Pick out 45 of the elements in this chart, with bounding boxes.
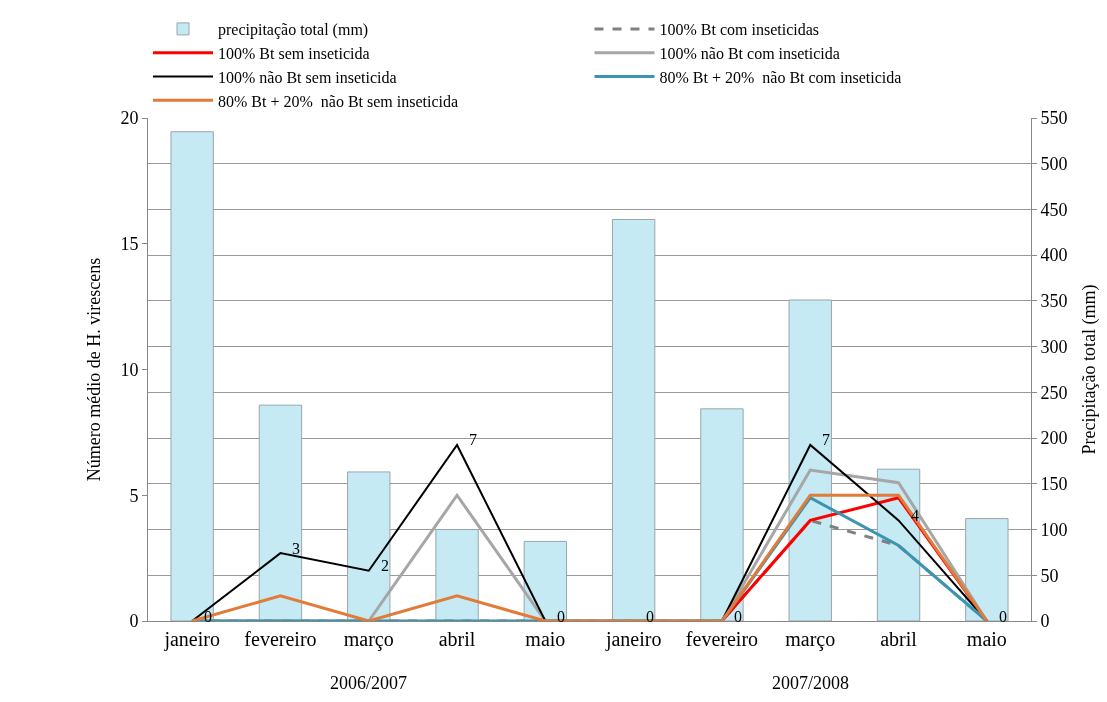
y2-tick-label: 550: [1040, 108, 1068, 129]
x-tick-label: janeiro: [604, 628, 662, 651]
y2-tick-label: 500: [1040, 154, 1068, 175]
legend-label: precipitação total (mm): [218, 21, 369, 40]
y2-tick-label: 250: [1040, 382, 1068, 403]
y2-tick-label: 300: [1040, 336, 1068, 357]
y2-tick-label: 100: [1040, 519, 1068, 540]
data-label: 4: [911, 507, 919, 524]
legend-label: 80% Bt + 20% não Bt com inseticida: [659, 68, 902, 86]
y-axis-title: Número médio de H. virescens: [83, 257, 104, 482]
y2-tick-label: 200: [1040, 428, 1068, 449]
data-label: 7: [469, 431, 477, 448]
y2-axis-title: Precipitação total (mm): [1078, 284, 1100, 455]
legend-label: 80% Bt + 20% não Bt sem inseticida: [218, 92, 459, 110]
x-tick-label: março: [785, 628, 836, 651]
legend-label: 100% não Bt sem inseticida: [218, 68, 397, 86]
x-tick-label: maio: [966, 628, 1007, 650]
data-label: 3: [292, 540, 300, 557]
y-tick-label: 20: [120, 108, 139, 129]
y-tick-label: 0: [129, 611, 139, 632]
y2-tick-label: 350: [1040, 291, 1068, 312]
legend-label: 100% Bt sem inseticida: [218, 44, 370, 62]
legend-label: 100% Bt com inseticidas: [659, 21, 820, 39]
y-tick-label: 15: [120, 234, 139, 255]
y-tick-label: 5: [129, 485, 139, 506]
x-tick-label: maio: [525, 628, 566, 650]
text: 2007/2008: [772, 673, 850, 693]
y2-tick-label: 450: [1040, 199, 1068, 220]
x-tick-label: abril: [438, 628, 476, 650]
data-label: 2: [381, 557, 389, 574]
text: 2006/2007: [330, 673, 408, 693]
y2-tick-label: 150: [1040, 474, 1068, 495]
data-label: 7: [822, 431, 830, 448]
y2-tick-label: 0: [1040, 611, 1050, 632]
x-tick-label: abril: [880, 628, 918, 650]
y2-tick-label: 400: [1040, 245, 1068, 266]
y2-tick-label: 50: [1040, 565, 1059, 586]
x-tick-label: março: [343, 628, 394, 651]
data-label: 0: [999, 608, 1007, 625]
y-tick-label: 10: [120, 359, 139, 380]
x-tick-label: fevereiro: [685, 628, 759, 650]
x-tick-label: fevereiro: [244, 628, 317, 650]
data-label: 0: [734, 608, 742, 625]
x-tick-label: janeiro: [163, 628, 220, 651]
legend-label: 100% não Bt com inseticida: [659, 44, 840, 62]
